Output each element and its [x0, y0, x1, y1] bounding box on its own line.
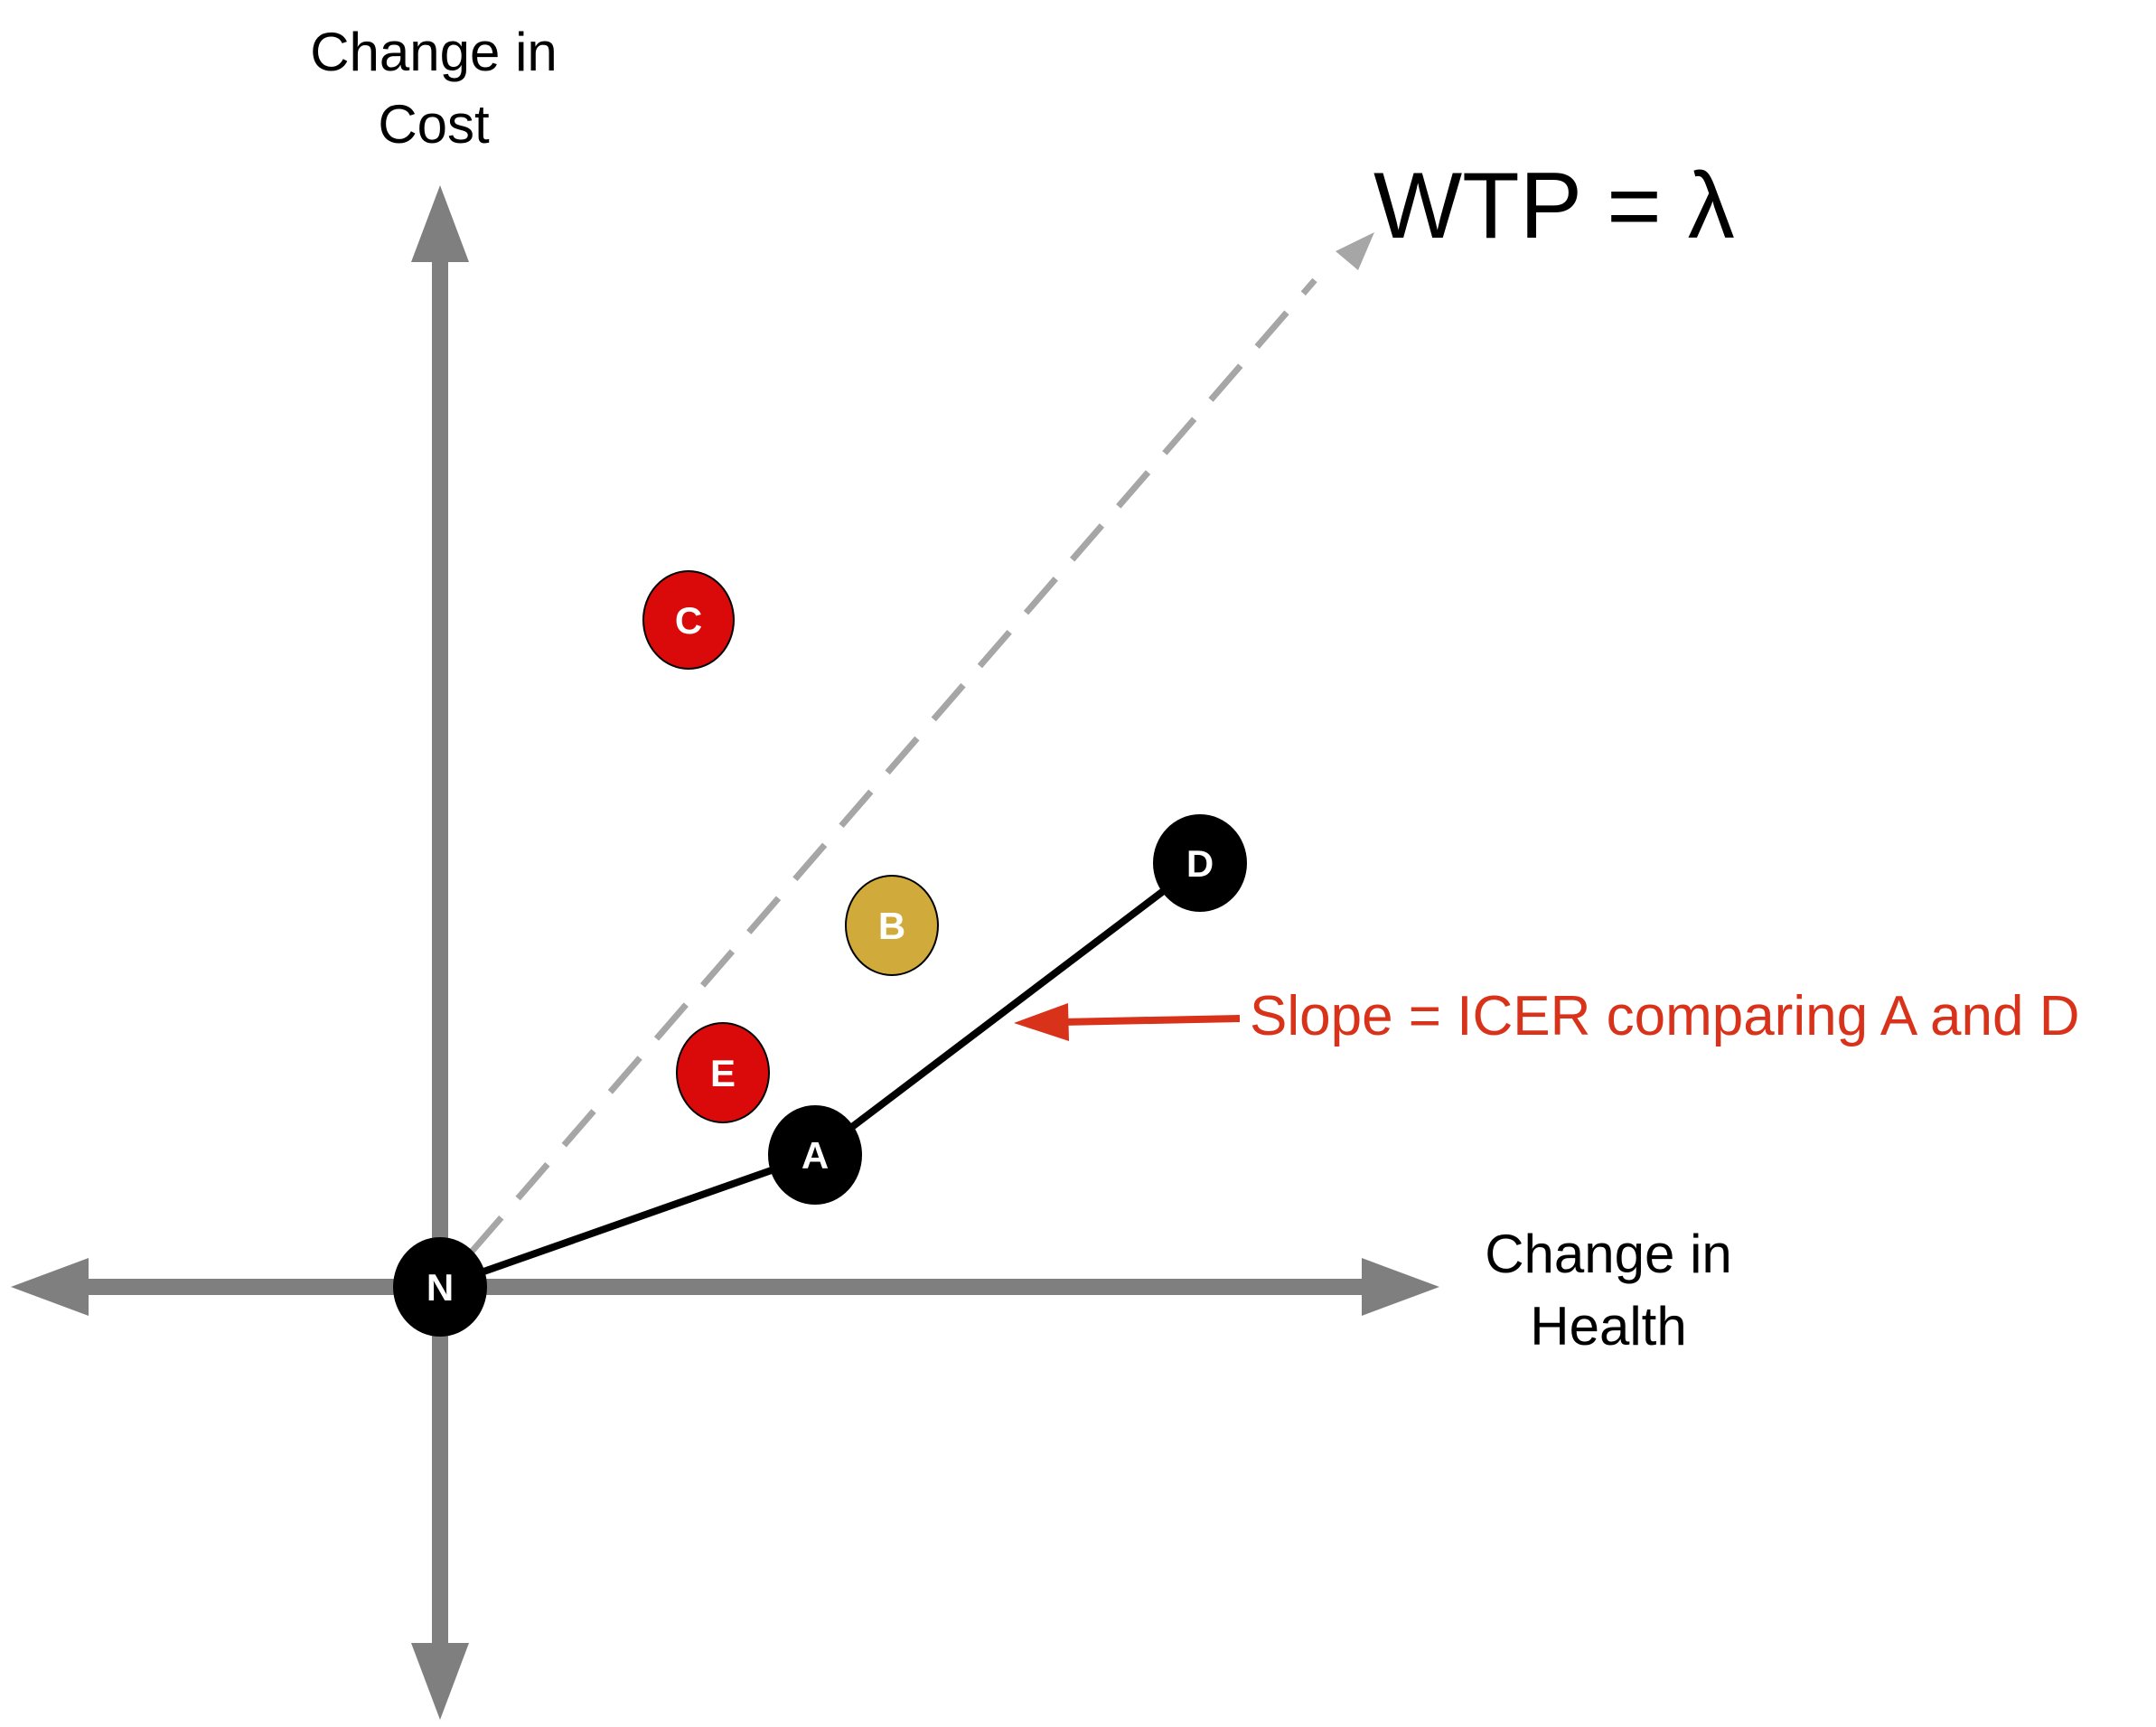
- slope-annotation-label: Slope = ICER comparing A and D: [1250, 985, 2080, 1047]
- slope-arrow-head: [1014, 1003, 1069, 1041]
- strategy-node-n: N: [393, 1237, 487, 1337]
- frontier-segment-n-a: [438, 1151, 817, 1291]
- y-axis-down-arrowhead: [411, 1643, 469, 1720]
- y-axis-up-arrowhead: [411, 185, 469, 262]
- slope-annotation-arrow: [1014, 1003, 1241, 1041]
- wtp-threshold-line: [469, 277, 1317, 1254]
- x-axis-label: Change in Health: [1419, 1218, 1798, 1363]
- strategy-node-a: A: [768, 1105, 862, 1205]
- x-axis-label-line-2: Health: [1530, 1296, 1687, 1356]
- y-axis-label: Change in Cost: [244, 16, 623, 161]
- x-axis-label-line-1: Change in: [1485, 1224, 1732, 1284]
- node-a-label: A: [801, 1134, 829, 1177]
- slope-arrow-shaft: [1061, 1015, 1241, 1026]
- wtp-threshold-arrowhead: [1336, 232, 1374, 270]
- node-a-circle: [768, 1105, 862, 1205]
- node-b-label: B: [878, 905, 905, 947]
- node-n-label: N: [427, 1266, 454, 1309]
- y-axis-label-line-2: Cost: [378, 94, 490, 155]
- node-n-circle: [393, 1237, 487, 1337]
- strategy-node-b: B: [845, 875, 939, 976]
- y-axis-label-line-1: Change in: [310, 22, 558, 82]
- node-e-circle: [676, 1022, 770, 1123]
- axes: [11, 185, 1439, 1720]
- frontier-segment-a-d: [812, 860, 1202, 1159]
- node-d-circle: [1153, 814, 1247, 912]
- node-e-label: E: [710, 1052, 736, 1094]
- strategy-node-d: D: [1153, 814, 1247, 912]
- node-c-label: C: [675, 599, 702, 642]
- x-axis-right-arrowhead: [1362, 1258, 1439, 1316]
- efficient-frontier: [438, 860, 1202, 1291]
- node-c-circle: [642, 570, 735, 670]
- x-axis-left-arrowhead: [11, 1258, 89, 1316]
- node-b-circle: [845, 875, 939, 976]
- strategy-node-e: E: [676, 1022, 770, 1123]
- node-d-label: D: [1186, 842, 1214, 885]
- strategy-node-c: C: [642, 570, 735, 670]
- wtp-threshold: [469, 232, 1374, 1254]
- wtp-label: WTP = λ: [1373, 154, 1735, 258]
